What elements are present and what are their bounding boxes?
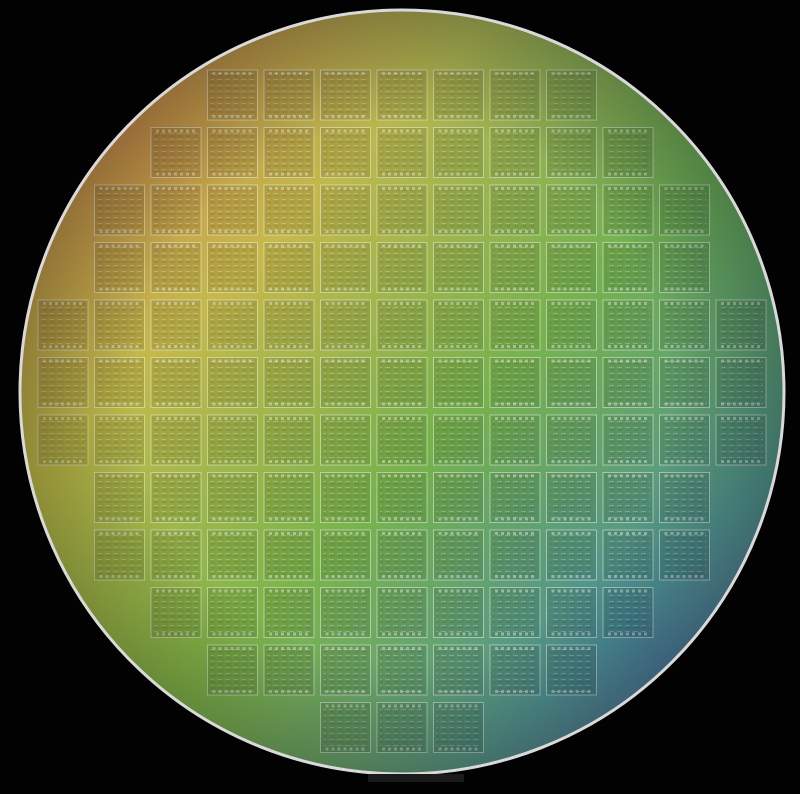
wafer-flat-notch [368,774,464,782]
